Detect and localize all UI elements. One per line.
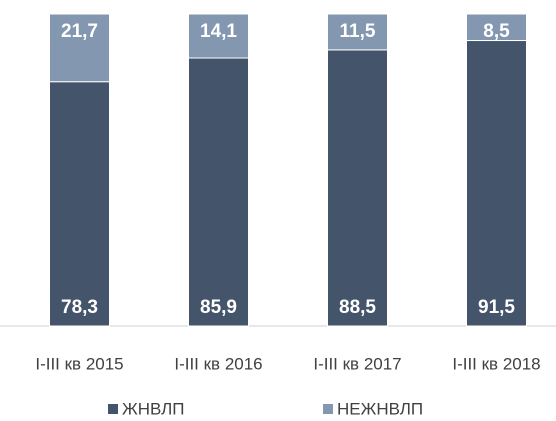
bar-segment bbox=[49, 81, 110, 327]
bar-segment bbox=[466, 40, 527, 327]
x-tick-label: I-III кв 2018 bbox=[452, 354, 540, 373]
data-label: 91,5 bbox=[478, 297, 515, 318]
data-label: 85,9 bbox=[200, 297, 237, 318]
x-tick-label: I-III кв 2017 bbox=[313, 354, 401, 373]
legend-label: НЕЖНВЛП bbox=[337, 399, 423, 418]
bar-segment bbox=[327, 49, 388, 327]
legend-swatch bbox=[323, 404, 333, 414]
data-label: 8,5 bbox=[483, 21, 510, 42]
legend-label: ЖНВЛП bbox=[122, 399, 185, 418]
bar-segment bbox=[466, 13, 527, 42]
bar-segment bbox=[49, 13, 110, 83]
data-label: 14,1 bbox=[200, 21, 237, 42]
x-tick-label: I-III кв 2015 bbox=[35, 354, 123, 373]
bar-segment bbox=[188, 13, 249, 59]
data-label: 21,7 bbox=[61, 21, 98, 42]
x-tick-label: I-III кв 2016 bbox=[174, 354, 262, 373]
data-label: 88,5 bbox=[339, 297, 376, 318]
data-label: 11,5 bbox=[340, 21, 376, 42]
data-label: 78,3 bbox=[61, 297, 98, 318]
bar-segment bbox=[327, 13, 388, 51]
legend-swatch bbox=[108, 404, 118, 414]
bar-segment bbox=[188, 57, 249, 327]
